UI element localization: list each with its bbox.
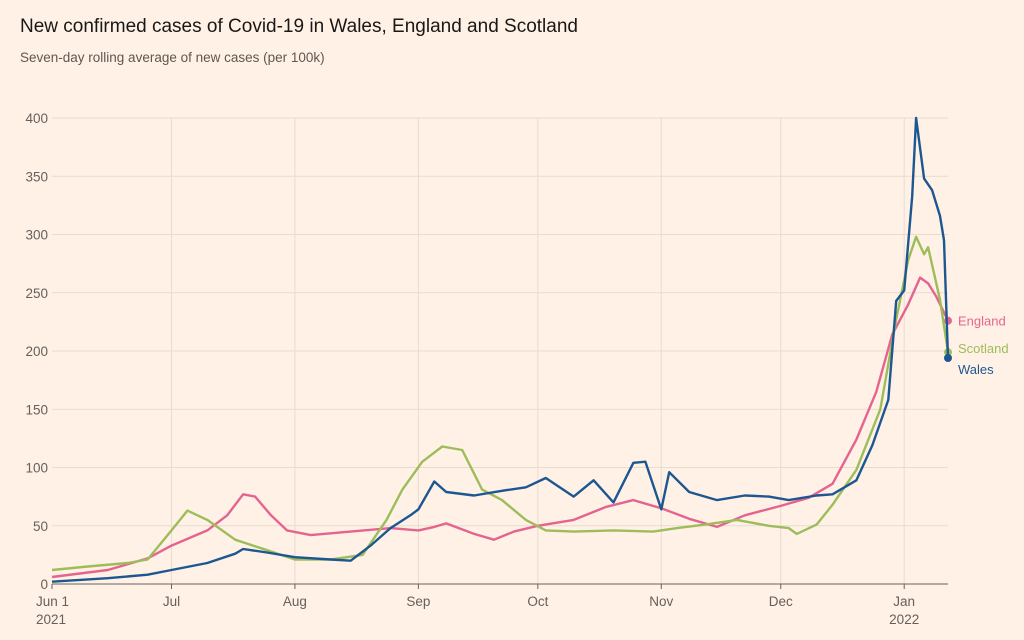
x-tick-label: Sep <box>406 594 430 609</box>
y-tick-label: 350 <box>25 169 48 184</box>
x-tick-label: Oct <box>527 594 548 609</box>
series-label-wales: Wales <box>958 362 994 377</box>
chart-title: New confirmed cases of Covid-19 in Wales… <box>20 16 578 37</box>
x-tick-sublabel: 2022 <box>889 612 919 627</box>
y-tick-label: 300 <box>25 228 48 243</box>
x-tick-label: Jan <box>893 594 915 609</box>
x-tick-sublabel: 2021 <box>36 612 66 627</box>
y-tick-label: 400 <box>25 111 48 126</box>
series-line-scotland <box>51 235 950 572</box>
chart-subtitle: Seven-day rolling average of new cases (… <box>20 50 325 65</box>
y-tick-label: 200 <box>25 344 48 359</box>
y-tick-label: 100 <box>25 461 48 476</box>
series-line-england <box>51 276 950 579</box>
series-label-england: England <box>958 314 1006 329</box>
x-tick-label: Nov <box>649 594 673 609</box>
x-tick-label: Aug <box>283 594 307 609</box>
series-label-scotland: Scotland <box>958 341 1009 356</box>
end-point-wales <box>944 353 952 362</box>
y-tick-label: 0 <box>40 577 48 592</box>
series-line-wales <box>51 116 950 583</box>
x-tick-label: Dec <box>769 594 793 609</box>
x-tick-label: Jun 1 <box>36 594 69 609</box>
y-tick-label: 150 <box>25 402 48 417</box>
y-tick-label: 50 <box>33 519 48 534</box>
y-tick-label: 250 <box>25 286 48 301</box>
x-tick-label: Jul <box>163 594 180 609</box>
